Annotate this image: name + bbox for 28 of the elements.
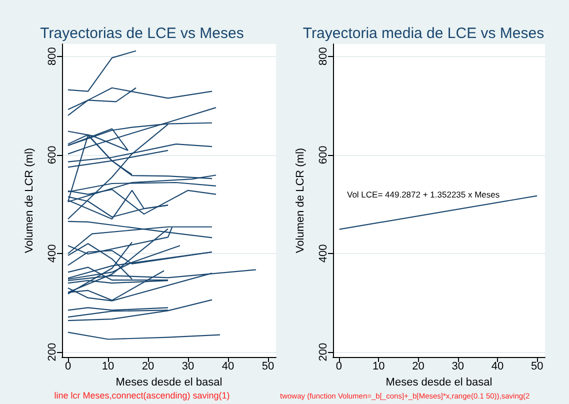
y-axis-title: Volumen de LCR (ml) bbox=[294, 148, 306, 254]
chart-title: Trayectoria media de LCE vs Meses bbox=[302, 25, 544, 42]
y-tick-label: 800 bbox=[318, 47, 330, 66]
text: line lcr Meses,connect(ascending) saving(1) bbox=[54, 390, 230, 400]
x-tick-label: 0 bbox=[64, 360, 72, 372]
x-tick-label: 20 bbox=[412, 360, 424, 372]
x-tick-label: 10 bbox=[372, 360, 385, 372]
y-tick-label: 600 bbox=[318, 146, 330, 164]
x-tick-label: 0 bbox=[336, 360, 342, 372]
y-tick-label: 200 bbox=[318, 342, 330, 362]
y-tick-label: 800 bbox=[46, 47, 58, 66]
x-axis-title: Meses desde el basal bbox=[116, 376, 222, 388]
x-tick-label: 40 bbox=[222, 360, 234, 372]
x-tick-label: 50 bbox=[530, 360, 544, 372]
x-tick-label: 20 bbox=[142, 360, 154, 372]
y-tick-label: 200 bbox=[46, 342, 58, 362]
x-axis-title: Meses desde el basal bbox=[386, 376, 492, 388]
x-tick-label: 30 bbox=[182, 360, 194, 372]
x-tick-label: 30 bbox=[452, 360, 464, 372]
y-tick-label: 400 bbox=[318, 244, 330, 263]
x-tick-label: 10 bbox=[102, 360, 114, 372]
chart-title: Trayectorias de LCE vs Meses bbox=[40, 25, 244, 42]
y-tick-label: 600 bbox=[46, 146, 58, 164]
x-tick-label: 40 bbox=[491, 360, 504, 372]
annotation: Vol LCE= 449.2872 + 1.352235 x Meses bbox=[347, 190, 500, 200]
y-axis-title: Volumen de LCR (ml) bbox=[24, 148, 36, 254]
x-tick-label: 50 bbox=[262, 360, 274, 372]
y-tick-label: 400 bbox=[46, 244, 58, 263]
